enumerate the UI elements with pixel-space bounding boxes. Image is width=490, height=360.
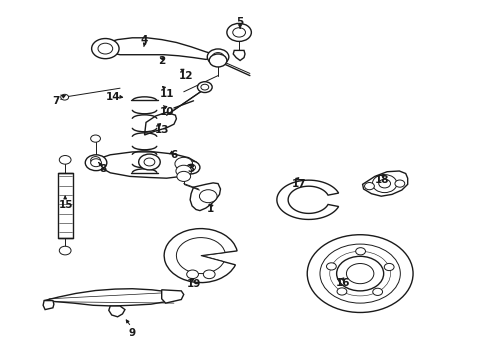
Circle shape <box>61 94 69 100</box>
Circle shape <box>182 161 200 174</box>
Circle shape <box>212 53 224 61</box>
Text: 18: 18 <box>375 175 390 185</box>
Polygon shape <box>44 289 179 306</box>
Circle shape <box>144 158 155 166</box>
Polygon shape <box>58 173 73 238</box>
Circle shape <box>203 270 215 279</box>
Circle shape <box>59 156 71 164</box>
Polygon shape <box>363 171 408 196</box>
Circle shape <box>59 246 71 255</box>
Circle shape <box>395 180 405 187</box>
Polygon shape <box>94 152 198 178</box>
Circle shape <box>365 183 374 190</box>
Circle shape <box>372 175 397 193</box>
Text: 7: 7 <box>52 96 60 106</box>
Circle shape <box>197 82 212 93</box>
Circle shape <box>207 49 229 65</box>
Circle shape <box>209 54 227 67</box>
Circle shape <box>175 157 193 170</box>
Circle shape <box>227 23 251 41</box>
Text: 13: 13 <box>154 125 169 135</box>
Polygon shape <box>105 38 216 59</box>
Text: 19: 19 <box>186 279 201 289</box>
Circle shape <box>176 165 192 177</box>
Text: 10: 10 <box>159 107 174 117</box>
Wedge shape <box>176 238 225 274</box>
Text: 5: 5 <box>237 17 244 27</box>
Circle shape <box>91 135 100 142</box>
Polygon shape <box>109 306 125 317</box>
Circle shape <box>98 43 113 54</box>
Circle shape <box>91 159 101 167</box>
Text: 14: 14 <box>105 92 120 102</box>
Circle shape <box>384 264 394 271</box>
Circle shape <box>85 155 107 171</box>
Circle shape <box>356 248 366 255</box>
Circle shape <box>91 157 100 164</box>
Circle shape <box>177 171 191 181</box>
Circle shape <box>326 263 336 270</box>
Polygon shape <box>43 301 54 310</box>
Polygon shape <box>277 180 339 220</box>
Polygon shape <box>233 50 245 60</box>
Circle shape <box>320 244 400 303</box>
Text: 16: 16 <box>336 278 350 288</box>
Circle shape <box>307 235 413 312</box>
Text: 4: 4 <box>141 35 148 45</box>
Circle shape <box>346 264 374 284</box>
Polygon shape <box>145 112 176 135</box>
Text: 15: 15 <box>59 200 74 210</box>
Wedge shape <box>164 229 237 283</box>
Text: 12: 12 <box>179 71 194 81</box>
Text: 1: 1 <box>207 204 214 214</box>
Text: 11: 11 <box>159 89 174 99</box>
Circle shape <box>92 39 119 59</box>
Circle shape <box>139 154 160 170</box>
Text: 17: 17 <box>292 179 306 189</box>
Text: 2: 2 <box>158 56 165 66</box>
Circle shape <box>337 256 384 291</box>
Text: 8: 8 <box>99 164 106 174</box>
Circle shape <box>373 288 383 296</box>
Circle shape <box>187 270 198 279</box>
Text: 6: 6 <box>171 150 177 160</box>
Polygon shape <box>162 290 184 303</box>
Circle shape <box>379 179 391 188</box>
Circle shape <box>187 164 196 171</box>
Circle shape <box>337 288 347 295</box>
Text: 9: 9 <box>129 328 136 338</box>
Circle shape <box>233 28 245 37</box>
Polygon shape <box>190 183 220 211</box>
Circle shape <box>201 84 209 90</box>
Circle shape <box>199 190 217 203</box>
Text: 3: 3 <box>188 164 195 174</box>
